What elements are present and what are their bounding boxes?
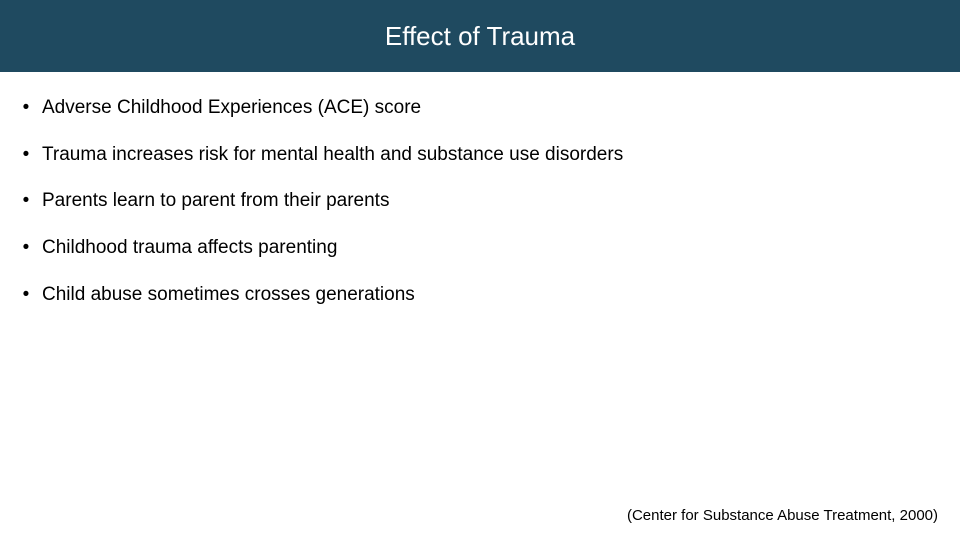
slide-container: Effect of Trauma • Adverse Childhood Exp… xyxy=(0,0,960,540)
list-item: • Adverse Childhood Experiences (ACE) sc… xyxy=(22,96,938,121)
list-item: • Trauma increases risk for mental healt… xyxy=(22,143,938,168)
bullet-text: Adverse Childhood Experiences (ACE) scor… xyxy=(42,96,421,121)
bullet-icon: • xyxy=(22,189,30,214)
bullet-text: Trauma increases risk for mental health … xyxy=(42,143,623,168)
bullet-list: • Adverse Childhood Experiences (ACE) sc… xyxy=(22,96,938,307)
bullet-icon: • xyxy=(22,143,30,168)
list-item: • Parents learn to parent from their par… xyxy=(22,189,938,214)
list-item: • Childhood trauma affects parenting xyxy=(22,236,938,261)
bullet-icon: • xyxy=(22,96,30,121)
slide-title: Effect of Trauma xyxy=(385,21,575,52)
bullet-text: Child abuse sometimes crosses generation… xyxy=(42,283,415,308)
citation-text: (Center for Substance Abuse Treatment, 2… xyxy=(627,507,938,524)
bullet-text: Childhood trauma affects parenting xyxy=(42,236,337,261)
slide-content: • Adverse Childhood Experiences (ACE) sc… xyxy=(0,72,960,307)
bullet-icon: • xyxy=(22,283,30,308)
bullet-icon: • xyxy=(22,236,30,261)
list-item: • Child abuse sometimes crosses generati… xyxy=(22,283,938,308)
bullet-text: Parents learn to parent from their paren… xyxy=(42,189,389,214)
slide-header: Effect of Trauma xyxy=(0,0,960,72)
